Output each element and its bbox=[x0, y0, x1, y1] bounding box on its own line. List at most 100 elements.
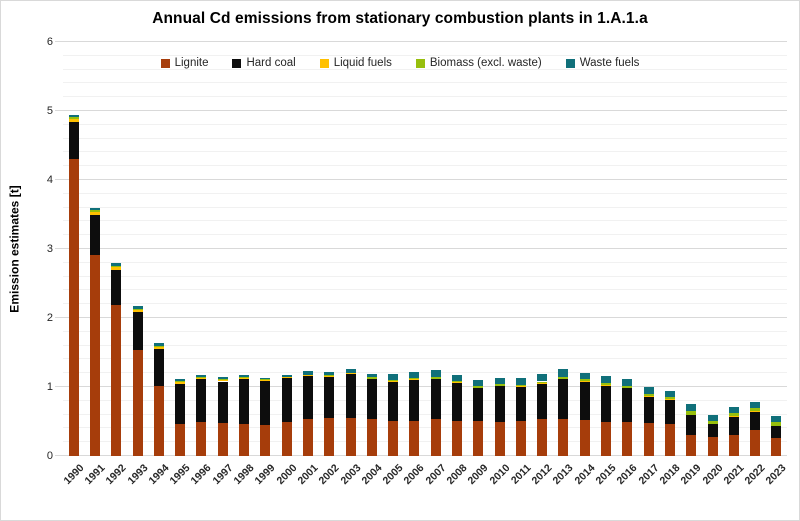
bar-segment-liquid-fuels bbox=[515, 386, 526, 387]
x-tick-label: 2006 bbox=[401, 462, 427, 488]
bar-segment-hard-coal bbox=[324, 376, 335, 419]
y-tick-label: 0 bbox=[46, 450, 53, 462]
bar-segment-waste-fuels bbox=[111, 262, 122, 266]
bar-segment-biomass-excl-waste bbox=[196, 377, 207, 379]
bar-segment-biomass-excl-waste bbox=[664, 397, 675, 400]
bar-segment-biomass-excl-waste bbox=[345, 372, 356, 374]
bar-segment-lignite bbox=[686, 434, 697, 456]
minor-gridline bbox=[63, 96, 787, 98]
bar-segment-waste-fuels bbox=[175, 378, 186, 382]
bar-segment-liquid-fuels bbox=[771, 425, 782, 427]
bar-segment-hard-coal bbox=[515, 387, 526, 421]
x-tick-label: 2017 bbox=[636, 462, 662, 488]
bar-1990 bbox=[68, 115, 79, 456]
bar-segment-lignite bbox=[430, 419, 441, 456]
x-tick-label: 2023 bbox=[763, 462, 789, 488]
bar-segment-liquid-fuels bbox=[643, 395, 654, 397]
x-tick-label: 2002 bbox=[316, 462, 342, 488]
bar-segment-lignite bbox=[473, 420, 484, 456]
bar-segment-hard-coal bbox=[750, 411, 761, 430]
bar-segment-lignite bbox=[324, 418, 335, 456]
y-tick-label: 5 bbox=[46, 105, 53, 117]
bar-segment-lignite bbox=[750, 429, 761, 456]
bar-segment-waste-fuels bbox=[153, 342, 164, 347]
bar-segment-waste-fuels bbox=[345, 369, 356, 373]
x-tick-label: 1997 bbox=[210, 462, 236, 488]
bar-segment-lignite bbox=[622, 422, 633, 456]
bar-segment-hard-coal bbox=[68, 122, 79, 160]
bar-segment-waste-fuels bbox=[217, 377, 228, 380]
bar-segment-liquid-fuels bbox=[153, 347, 164, 350]
bar-segment-hard-coal bbox=[537, 383, 548, 420]
bar-segment-waste-fuels bbox=[494, 378, 505, 385]
bar-segment-biomass-excl-waste bbox=[473, 386, 484, 388]
lignite-swatch-icon bbox=[160, 58, 170, 68]
bar-segment-hard-coal bbox=[707, 424, 718, 438]
bar-1998 bbox=[239, 374, 249, 456]
bar-segment-lignite bbox=[260, 424, 271, 456]
bar-segment-lignite bbox=[68, 159, 79, 456]
minor-gridline bbox=[63, 234, 787, 236]
major-gridline bbox=[55, 179, 787, 180]
bar-segment-liquid-fuels bbox=[260, 380, 271, 382]
bar-2021 bbox=[728, 407, 739, 456]
bar-segment-hard-coal bbox=[664, 400, 675, 424]
bar-segment-liquid-fuels bbox=[132, 309, 143, 312]
minor-gridline bbox=[63, 413, 787, 415]
bar-segment-liquid-fuels bbox=[707, 423, 718, 425]
bar-segment-hard-coal bbox=[260, 381, 271, 425]
bar-segment-lignite bbox=[537, 419, 548, 456]
bar-segment-liquid-fuels bbox=[430, 378, 441, 380]
bar-segment-liquid-fuels bbox=[302, 374, 313, 376]
bar-segment-liquid-fuels bbox=[111, 266, 122, 271]
bar-segment-liquid-fuels bbox=[281, 377, 292, 379]
x-tick-label: 2000 bbox=[274, 462, 300, 488]
bar-segment-liquid-fuels bbox=[750, 410, 761, 412]
bar-segment-biomass-excl-waste bbox=[771, 422, 782, 426]
major-gridline bbox=[55, 110, 787, 111]
bar-segment-liquid-fuels bbox=[239, 378, 249, 380]
bar-segment-biomass-excl-waste bbox=[68, 117, 79, 119]
x-tick-label: 2021 bbox=[721, 462, 747, 488]
bar-segment-hard-coal bbox=[643, 396, 654, 423]
bar-segment-hard-coal bbox=[622, 388, 633, 423]
bar-2001 bbox=[302, 371, 313, 456]
bar-segment-lignite bbox=[579, 420, 590, 456]
bar-segment-waste-fuels bbox=[558, 369, 569, 377]
bar-segment-biomass-excl-waste bbox=[366, 377, 377, 379]
bar-segment-waste-fuels bbox=[409, 371, 420, 379]
bar-segment-liquid-fuels bbox=[324, 375, 335, 377]
major-gridline bbox=[55, 41, 787, 42]
bar-segment-liquid-fuels bbox=[494, 385, 505, 387]
bar-segment-hard-coal bbox=[451, 382, 462, 421]
minor-gridline bbox=[63, 123, 787, 125]
x-tick-label: 1993 bbox=[124, 462, 150, 488]
bar-2007 bbox=[430, 370, 441, 456]
bar-segment-lignite bbox=[728, 434, 739, 456]
bar-segment-waste-fuels bbox=[771, 416, 782, 423]
bar-segment-biomass-excl-waste bbox=[728, 412, 739, 416]
bar-segment-waste-fuels bbox=[239, 374, 249, 378]
minor-gridline bbox=[63, 427, 787, 429]
minor-gridline bbox=[63, 330, 787, 332]
bar-segment-biomass-excl-waste bbox=[494, 384, 505, 386]
bar-segment-biomass-excl-waste bbox=[579, 379, 590, 382]
bar-segment-waste-fuels bbox=[728, 407, 739, 413]
bar-segment-biomass-excl-waste bbox=[409, 378, 420, 380]
bar-segment-waste-fuels bbox=[132, 306, 143, 310]
bar-segment-waste-fuels bbox=[707, 415, 718, 421]
bar-segment-liquid-fuels bbox=[196, 378, 207, 380]
bar-segment-hard-coal bbox=[111, 270, 122, 305]
plot-area bbox=[55, 41, 787, 456]
bar-2023 bbox=[771, 416, 782, 456]
minor-gridline bbox=[63, 289, 787, 291]
bar-segment-hard-coal bbox=[558, 379, 569, 420]
x-tick-label: 2011 bbox=[508, 462, 534, 487]
x-tick-label: 2018 bbox=[657, 462, 683, 488]
bar-segment-liquid-fuels bbox=[366, 378, 377, 380]
legend-label: Biomass (excl. waste) bbox=[429, 57, 542, 69]
minor-gridline bbox=[63, 399, 787, 401]
legend-item-lignite: Lignite bbox=[160, 57, 208, 69]
bar-segment-liquid-fuels bbox=[345, 372, 356, 374]
bar-segment-biomass-excl-waste bbox=[217, 379, 228, 381]
